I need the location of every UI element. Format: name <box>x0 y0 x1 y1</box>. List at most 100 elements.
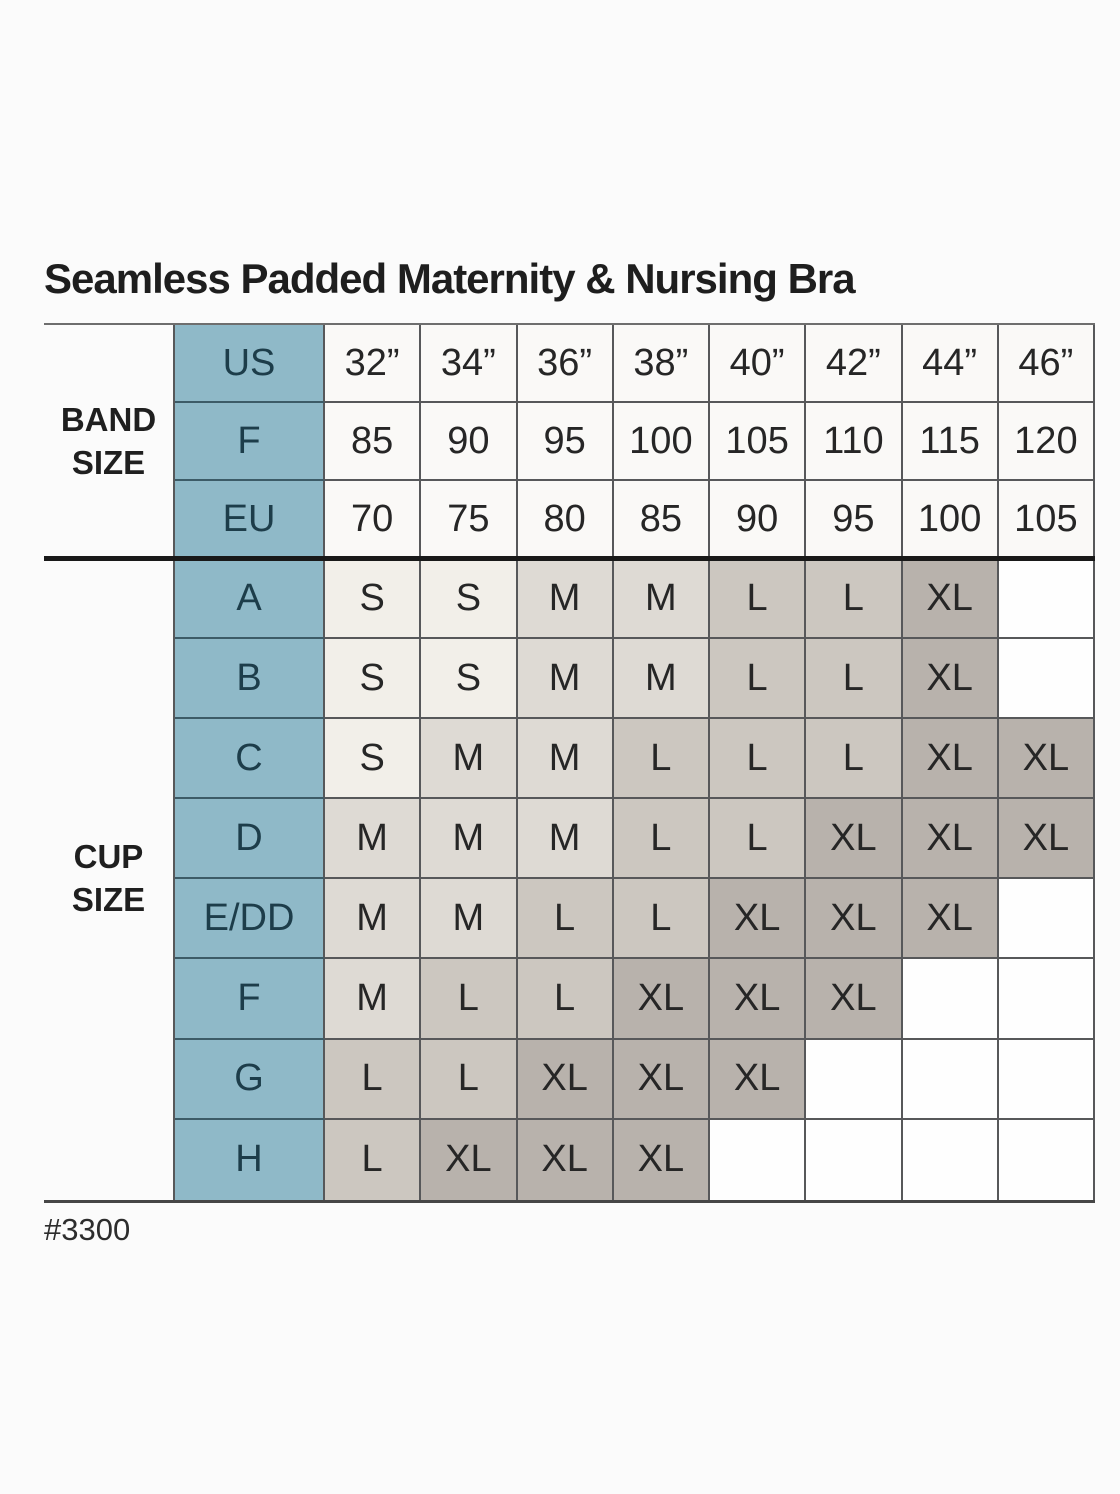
band-size-cell: 95 <box>517 403 614 481</box>
band-size-cell: 42” <box>806 325 903 403</box>
style-number: #3300 <box>44 1212 131 1247</box>
band-size-cell: 105 <box>998 481 1095 559</box>
band-size-cell: 105 <box>710 403 807 481</box>
size-recommendation-cell: L <box>325 1119 422 1200</box>
size-recommendation-cell: XL <box>710 1039 807 1120</box>
size-recommendation-cell: XL <box>902 879 999 960</box>
size-recommendation-cell <box>998 879 1095 960</box>
size-recommendation-cell: XL <box>613 959 710 1040</box>
cup-row-key: A <box>175 559 325 640</box>
size-recommendation-cell: L <box>806 639 903 720</box>
size-recommendation-cell: M <box>517 639 614 720</box>
band-size-cell: 85 <box>325 403 422 481</box>
size-recommendation-cell: L <box>806 559 903 640</box>
band-size-cell: 46” <box>998 325 1095 403</box>
size-recommendation-cell: L <box>421 1039 518 1120</box>
size-recommendation-cell <box>998 1119 1095 1200</box>
size-recommendation-cell: S <box>325 719 422 800</box>
band-size-cell: 110 <box>806 403 903 481</box>
size-recommendation-cell: L <box>710 799 807 880</box>
size-recommendation-cell: M <box>325 879 422 960</box>
size-recommendation-cell: XL <box>517 1119 614 1200</box>
size-recommendation-cell: S <box>325 639 422 720</box>
size-recommendation-cell: XL <box>517 1039 614 1120</box>
size-recommendation-cell <box>998 959 1095 1040</box>
size-recommendation-cell: XL <box>806 959 903 1040</box>
size-recommendation-cell: M <box>421 879 518 960</box>
size-recommendation-cell <box>902 1119 999 1200</box>
size-recommendation-cell <box>998 1039 1095 1120</box>
size-recommendation-cell: L <box>613 719 710 800</box>
size-recommendation-cell: M <box>613 639 710 720</box>
band-size-label: BAND SIZE <box>44 325 175 559</box>
size-recommendation-cell: M <box>421 799 518 880</box>
size-recommendation-cell <box>806 1039 903 1120</box>
size-recommendation-cell: XL <box>613 1119 710 1200</box>
band-row-key: US <box>175 325 325 403</box>
size-recommendation-cell: XL <box>902 799 999 880</box>
size-recommendation-cell: XL <box>902 639 999 720</box>
band-size-cell: 85 <box>613 481 710 559</box>
size-table: BAND SIZE CUP SIZE US 32” 34” 36” 38” 40” 42” 4… <box>44 323 1095 1203</box>
band-size-cell: 90 <box>421 403 518 481</box>
band-size-cell: 38” <box>613 325 710 403</box>
size-recommendation-cell: XL <box>902 719 999 800</box>
band-size-cell: 34” <box>421 325 518 403</box>
size-recommendation-cell: S <box>325 559 422 640</box>
band-size-cell: 32” <box>325 325 422 403</box>
size-recommendation-cell: XL <box>421 1119 518 1200</box>
page-title: Seamless Padded Maternity & Nursing Bra <box>44 255 856 302</box>
size-recommendation-cell: L <box>710 719 807 800</box>
size-recommendation-cell <box>806 1119 903 1200</box>
size-recommendation-cell <box>902 959 999 1040</box>
band-size-cell: 100 <box>613 403 710 481</box>
size-recommendation-cell: XL <box>806 879 903 960</box>
band-size-cell: 120 <box>998 403 1095 481</box>
band-size-cell: 40” <box>710 325 807 403</box>
band-size-cell: 100 <box>902 481 999 559</box>
cup-row-key: G <box>175 1039 325 1120</box>
size-recommendation-cell: M <box>517 799 614 880</box>
size-recommendation-cell: L <box>517 879 614 960</box>
size-recommendation-cell <box>710 1119 807 1200</box>
size-recommendation-cell: XL <box>806 799 903 880</box>
size-recommendation-cell: M <box>613 559 710 640</box>
size-recommendation-cell: L <box>613 879 710 960</box>
cup-row-key: D <box>175 799 325 880</box>
band-size-cell: 44” <box>902 325 999 403</box>
band-size-cell: 90 <box>710 481 807 559</box>
band-row-key: F <box>175 403 325 481</box>
cup-size-label: CUP SIZE <box>44 559 175 1200</box>
size-recommendation-cell: L <box>710 639 807 720</box>
cup-row-key: E/DD <box>175 879 325 960</box>
band-size-cell: 115 <box>902 403 999 481</box>
band-size-cell: 70 <box>325 481 422 559</box>
size-recommendation-cell: L <box>613 799 710 880</box>
size-recommendation-cell: L <box>325 1039 422 1120</box>
size-recommendation-cell: XL <box>613 1039 710 1120</box>
size-recommendation-cell <box>902 1039 999 1120</box>
size-recommendation-cell: S <box>421 639 518 720</box>
size-recommendation-cell: M <box>325 959 422 1040</box>
band-size-cell: 36” <box>517 325 614 403</box>
section-divider <box>44 556 1095 561</box>
size-recommendation-cell: L <box>806 719 903 800</box>
size-recommendation-cell: L <box>421 959 518 1040</box>
size-recommendation-cell: L <box>710 559 807 640</box>
size-recommendation-cell: XL <box>998 799 1095 880</box>
cup-row-key: F <box>175 959 325 1040</box>
band-row-key: EU <box>175 481 325 559</box>
band-size-cell: 75 <box>421 481 518 559</box>
size-recommendation-cell: M <box>517 719 614 800</box>
cup-row-key: C <box>175 719 325 800</box>
band-size-cell: 95 <box>806 481 903 559</box>
size-recommendation-cell: XL <box>710 879 807 960</box>
band-size-cell: 80 <box>517 481 614 559</box>
size-recommendation-cell <box>998 639 1095 720</box>
size-recommendation-cell: M <box>325 799 422 880</box>
size-recommendation-cell: XL <box>902 559 999 640</box>
size-recommendation-cell: M <box>517 559 614 640</box>
size-recommendation-cell: S <box>421 559 518 640</box>
cup-row-key: B <box>175 639 325 720</box>
